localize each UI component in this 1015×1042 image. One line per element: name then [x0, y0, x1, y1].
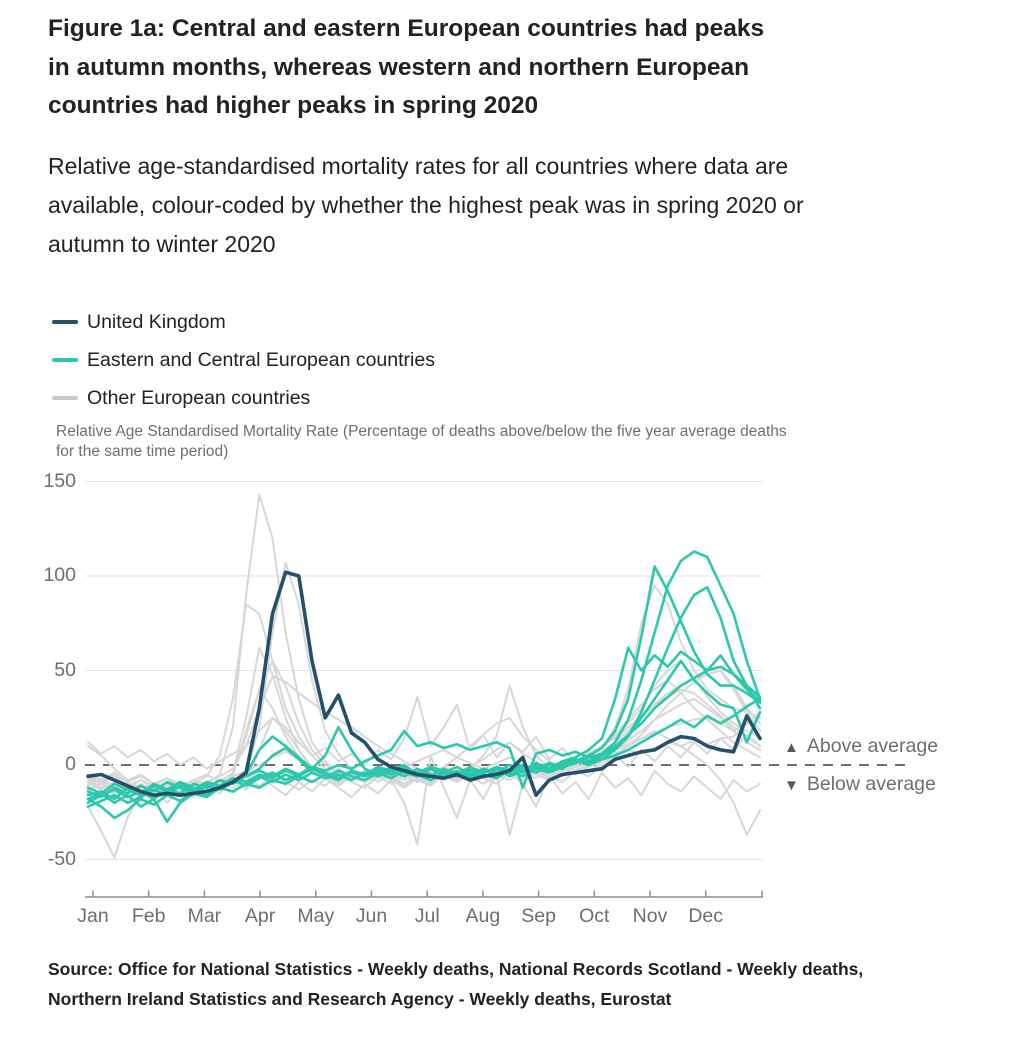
y-tick-label: 100: [43, 564, 76, 586]
legend-label: Eastern and Central European countries: [87, 348, 435, 371]
x-tick-label: May: [297, 905, 335, 927]
series-line-eastern-central-7: [86, 659, 762, 797]
above-average-annotation: ▲ Above average: [784, 735, 938, 758]
x-tick-label: Feb: [131, 905, 166, 927]
legend-label: Other European countries: [87, 386, 311, 409]
below-average-annotation: ▼ Below average: [784, 773, 936, 796]
x-tick-label: Apr: [244, 905, 276, 927]
legend-item-united-kingdom: United Kingdom: [52, 303, 435, 341]
y-tick-label: 150: [43, 469, 76, 492]
figure-subtitle: Relative age-standardised mortality rate…: [48, 153, 804, 257]
above-average-label: Above average: [806, 735, 939, 757]
uk-line-swatch-icon: [52, 320, 78, 324]
other-european-line-swatch-icon: [52, 396, 78, 400]
figure-title: Figure 1a: Central and eastern European …: [48, 15, 765, 119]
x-tick-label: Sep: [521, 905, 556, 927]
up-arrow-icon: ▲: [784, 739, 799, 756]
legend: United Kingdom Eastern and Central Europ…: [52, 303, 435, 417]
x-tick-label: Aug: [465, 905, 501, 927]
eastern-central-line-swatch-icon: [52, 358, 78, 362]
legend-item-eastern-central: Eastern and Central European countries: [52, 341, 435, 379]
series-line-other-9: [87, 669, 761, 859]
y-tick-label: 50: [54, 658, 76, 681]
x-tick-label: Jul: [414, 905, 440, 927]
y-axis-title: Relative Age Standardised Mortality Rate…: [56, 423, 787, 460]
x-tick-label: Nov: [632, 905, 668, 927]
series-line-united-kingdom: [86, 570, 762, 798]
series-line-other-12: [87, 696, 761, 772]
series-line-eastern-central-3: [86, 585, 762, 824]
x-tick-label: Mar: [187, 905, 222, 927]
y-tick-label: 0: [65, 753, 76, 775]
x-tick-label: Dec: [688, 905, 724, 927]
x-tick-label: Jun: [355, 905, 388, 927]
legend-label: United Kingdom: [87, 310, 226, 333]
source-text: Source: Office for National Statistics -…: [48, 959, 864, 1009]
down-arrow-icon: ▼: [784, 777, 799, 794]
below-average-label: Below average: [806, 773, 936, 795]
series-line-other-3: [87, 603, 761, 791]
x-tick-label: Oct: [579, 905, 610, 927]
legend-item-other-european: Other European countries: [52, 379, 435, 417]
series-line-eastern-central-1: [86, 565, 762, 801]
y-tick-label: -50: [47, 847, 76, 870]
x-tick-label: Jan: [77, 905, 109, 927]
